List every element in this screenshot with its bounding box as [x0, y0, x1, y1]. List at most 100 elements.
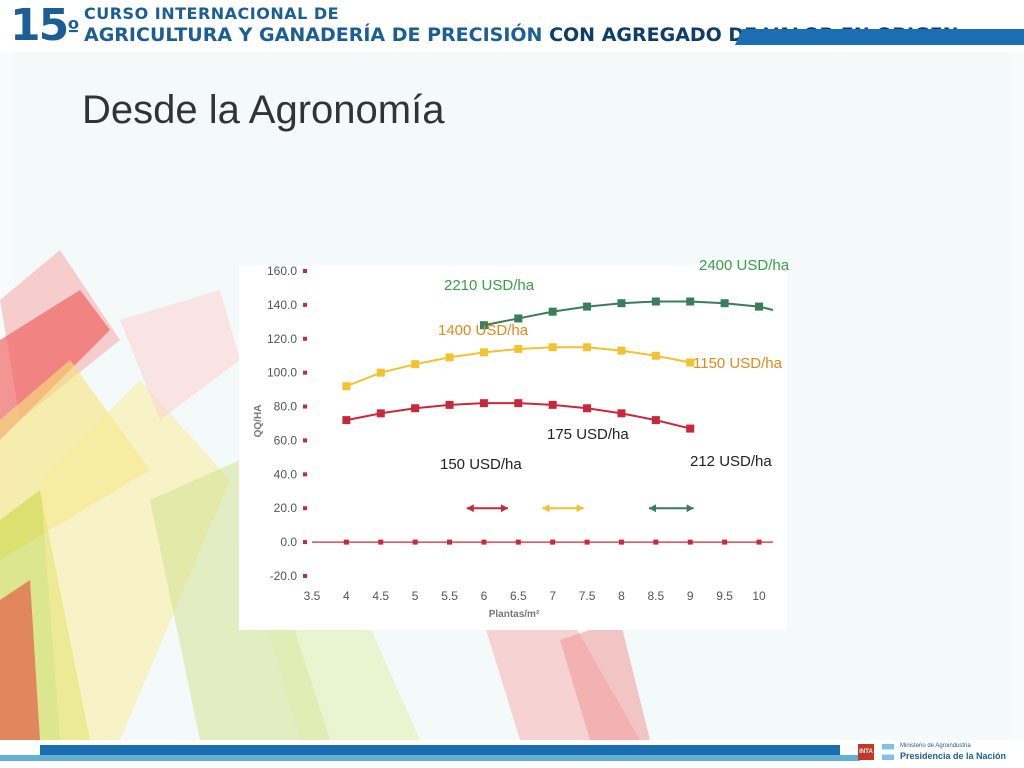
data-point	[342, 416, 351, 425]
data-point	[514, 344, 523, 353]
x-tick-label: 8	[618, 589, 625, 603]
annotation-2400: 2400 USD/ha	[699, 257, 790, 274]
y-tick-mark	[303, 472, 307, 477]
y-tick-mark	[303, 336, 307, 341]
deco-shape	[40, 380, 230, 740]
range-arrow-head	[576, 504, 584, 513]
y-tick-mark	[303, 302, 307, 307]
data-point	[548, 307, 557, 316]
inta-logo: INTA	[858, 744, 874, 760]
y-tick-label: 160.0	[267, 265, 297, 278]
data-point	[722, 539, 728, 545]
yield-chart: -20.0 0.0 20.0 40.0 60.0 80.0 100.0 120.0 140.0 1…	[239, 265, 787, 630]
data-point	[342, 382, 351, 391]
y-tick-mark	[303, 438, 307, 443]
x-tick-label: 10	[752, 589, 766, 603]
data-point	[584, 539, 590, 545]
data-point	[343, 539, 349, 545]
range-arrow-head	[542, 504, 550, 513]
y-tick-label: 120.0	[267, 332, 297, 346]
data-point	[514, 314, 523, 323]
y-tick-label: 100.0	[267, 366, 297, 380]
annotation-175: 175 USD/ha	[547, 426, 629, 443]
argentina-flag-icon	[882, 744, 894, 760]
data-point	[376, 409, 385, 418]
course-title-line2a: AGRICULTURA Y GANADERÍA DE PRECISIÓN	[84, 24, 543, 46]
data-point	[651, 416, 660, 425]
y-tick-mark	[303, 370, 307, 375]
data-point	[617, 409, 626, 418]
y-tick-label: -20.0	[270, 569, 298, 583]
course-title-line1: CURSO INTERNACIONAL DE	[84, 4, 340, 23]
data-point	[617, 346, 626, 355]
x-tick-label: 6.5	[510, 589, 527, 603]
x-tick-label: 6	[481, 589, 488, 603]
x-tick-label: 7.5	[579, 589, 596, 603]
data-point	[583, 302, 592, 311]
x-tick-label: 3.5	[304, 589, 321, 603]
data-point	[720, 299, 729, 308]
y-tick-label: 20.0	[274, 501, 298, 515]
data-point	[686, 297, 695, 306]
y-tick-mark	[303, 540, 307, 545]
header-banner: 15º CURSO INTERNACIONAL DE AGRICULTURA Y…	[0, 0, 1024, 52]
series-line	[483, 300, 774, 327]
y-tick-mark	[303, 404, 307, 409]
y-tick-label: 80.0	[274, 400, 298, 414]
x-tick-label: 4.5	[372, 589, 389, 603]
y-tick-mark	[303, 574, 307, 578]
range-arrow-head	[648, 504, 656, 513]
y-tick-mark	[303, 269, 307, 273]
y-tick-label: 40.0	[274, 467, 298, 481]
data-point	[686, 358, 695, 367]
data-point	[412, 539, 418, 545]
y-tick-label: 0.0	[280, 535, 297, 549]
data-point	[411, 404, 420, 413]
data-point	[583, 343, 592, 352]
data-point	[618, 539, 624, 545]
y-tick-mark	[303, 506, 307, 511]
x-axis-label: Plantas/m²	[489, 609, 540, 620]
y-axis-label: QQ/HA	[253, 405, 264, 438]
x-tick-label: 4	[343, 589, 350, 603]
y-tick-label: 140.0	[267, 298, 297, 312]
x-tick-label: 5.5	[441, 589, 458, 603]
data-point	[755, 302, 763, 311]
x-tick-label: 9	[687, 589, 694, 603]
annotation-1400: 1400 USD/ha	[438, 322, 529, 339]
deco-shape	[120, 290, 240, 420]
data-point	[479, 321, 488, 330]
annotation-212: 212 USD/ha	[690, 453, 772, 470]
data-point	[550, 539, 556, 545]
edition-number: 15º	[10, 2, 80, 50]
data-point	[756, 539, 762, 545]
y-tick-label: 60.0	[274, 433, 298, 447]
data-point	[445, 353, 454, 362]
presidencia-label: Presidencia de la Nación	[900, 751, 1007, 761]
annotation-2210: 2210 USD/ha	[444, 277, 535, 294]
data-point	[376, 368, 385, 377]
range-arrow-head	[500, 504, 508, 513]
data-point	[653, 539, 659, 545]
x-tick-label: 8.5	[648, 589, 665, 603]
x-tick-label: 5	[412, 589, 419, 603]
footer-bar-light	[0, 755, 860, 761]
data-point	[479, 399, 488, 408]
data-point	[447, 539, 453, 545]
data-point	[651, 351, 660, 360]
slide-title: Desde la Agronomía	[82, 88, 445, 132]
x-tick-label: 7	[549, 589, 556, 603]
data-point	[411, 360, 420, 369]
data-point	[651, 297, 660, 306]
deco-shape	[560, 620, 650, 740]
data-point	[548, 343, 557, 352]
data-point	[514, 399, 523, 408]
data-point	[515, 539, 521, 545]
edition-ordinal: º	[67, 17, 80, 42]
annotation-1150: 1150 USD/ha	[693, 355, 782, 372]
ministry-label: Ministerio de Agroindustria	[900, 743, 971, 749]
data-point	[548, 400, 557, 409]
range-arrow-head	[686, 504, 694, 513]
data-point	[687, 539, 693, 545]
data-point	[378, 539, 384, 545]
